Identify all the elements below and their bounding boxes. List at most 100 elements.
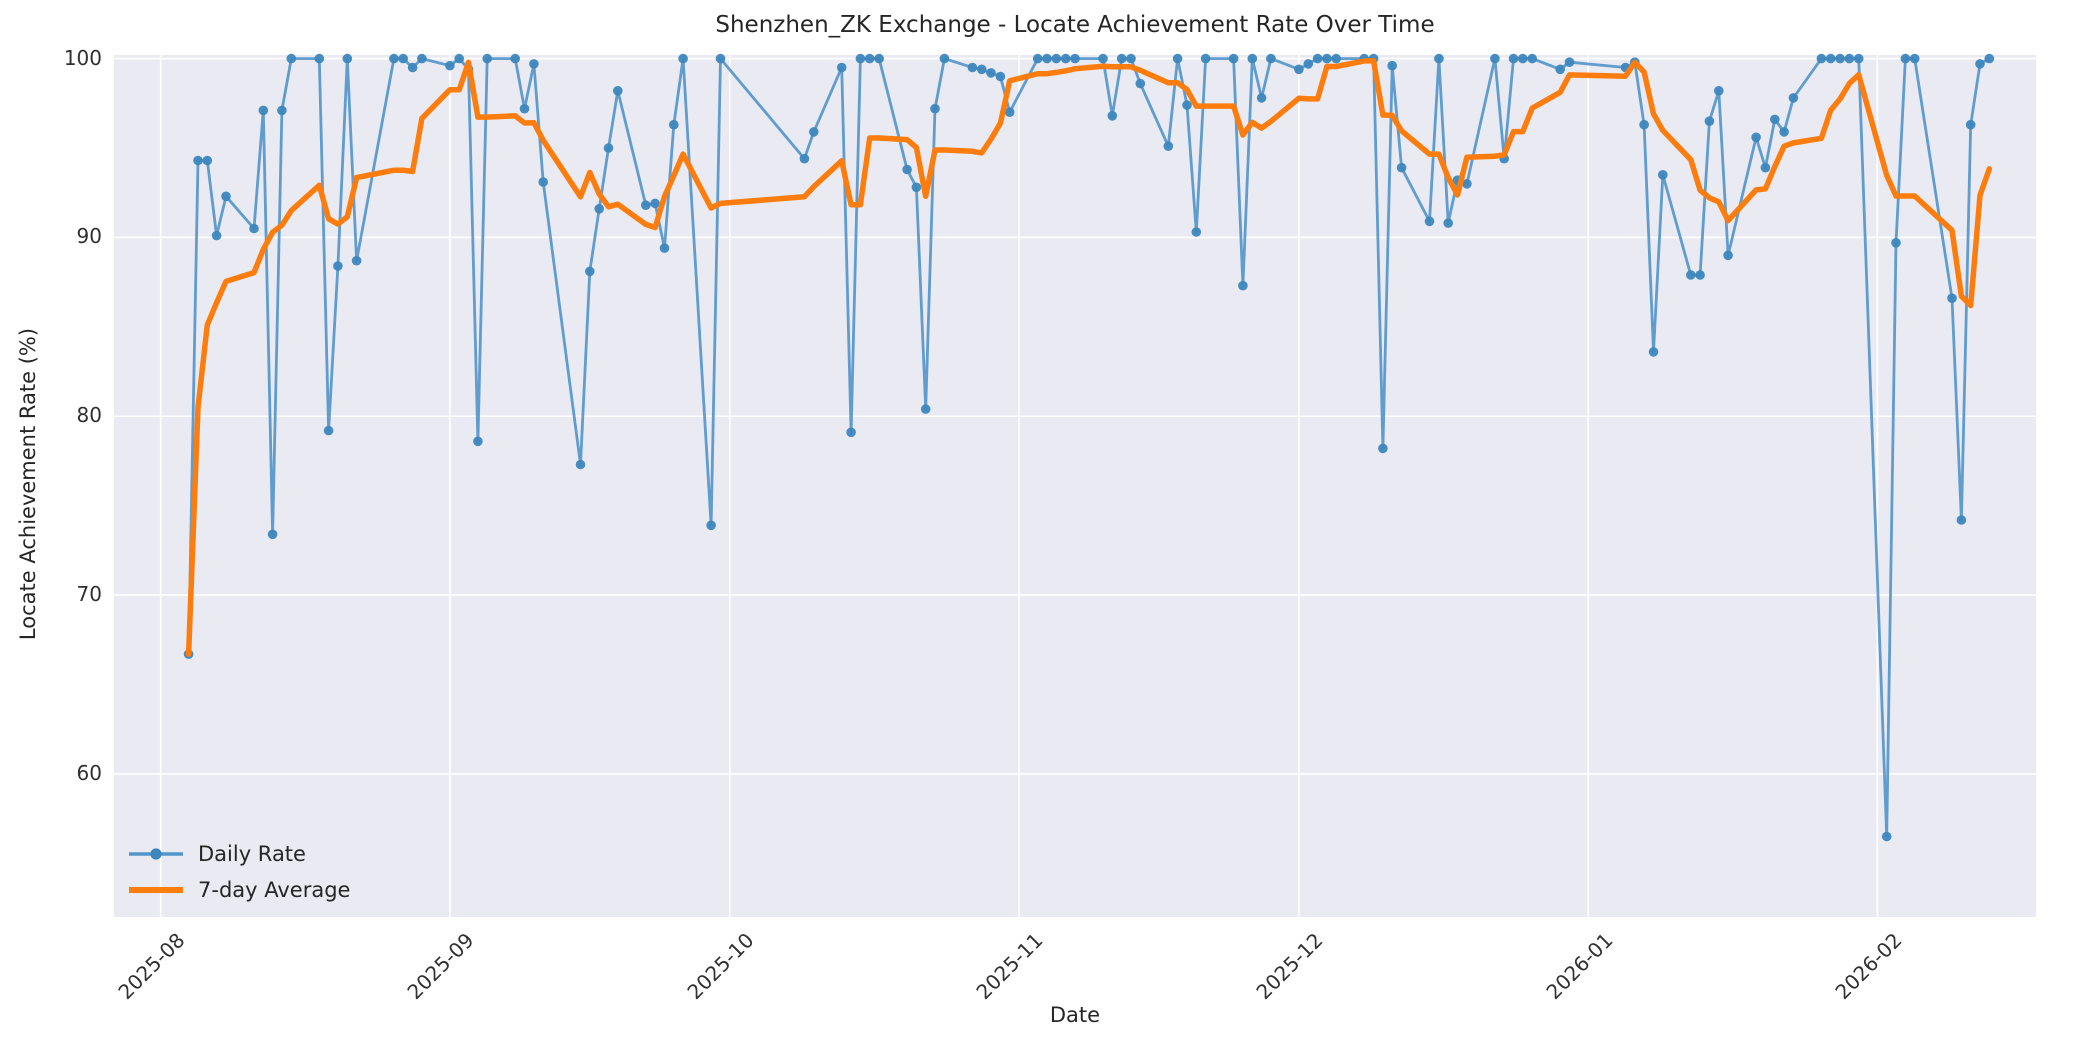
daily-rate-marker <box>1191 227 1202 237</box>
daily-rate-marker <box>473 436 483 447</box>
daily-rate-marker <box>613 86 623 96</box>
daily-rate-marker <box>799 153 810 164</box>
daily-rate-marker <box>1331 53 1341 64</box>
daily-rate-marker <box>1294 64 1304 75</box>
daily-rate-marker <box>407 62 418 73</box>
daily-rate-marker <box>1135 78 1146 89</box>
daily-rate-marker <box>1228 53 1239 64</box>
axes-background <box>114 55 2036 917</box>
daily-rate-marker <box>1490 53 1500 64</box>
daily-rate-marker <box>930 103 940 114</box>
daily-rate-marker <box>1648 347 1659 357</box>
y-tick-label: 90 <box>76 224 102 249</box>
daily-rate-marker <box>1378 443 1388 454</box>
daily-rate-marker <box>976 64 987 75</box>
daily-rate-marker <box>594 204 604 214</box>
daily-rate-marker <box>258 105 269 116</box>
daily-rate-marker <box>650 198 660 209</box>
daily-rate-marker <box>836 62 847 73</box>
daily-rate-marker <box>1975 59 1985 69</box>
daily-rate-marker <box>575 459 586 470</box>
daily-rate-marker <box>193 155 203 166</box>
daily-rate-marker <box>1387 60 1397 71</box>
daily-rate-marker <box>678 53 688 64</box>
daily-rate-marker <box>1891 238 1901 248</box>
daily-rate-marker <box>1303 59 1314 69</box>
daily-rate-marker <box>986 68 996 78</box>
daily-rate-marker <box>1639 119 1649 130</box>
daily-rate-marker <box>1266 53 1276 64</box>
daily-rate-marker <box>1060 53 1071 64</box>
daily-rate-line-icon <box>129 848 183 860</box>
daily-rate-marker <box>659 243 670 253</box>
daily-rate-marker <box>445 60 455 71</box>
y-tick-label: 60 <box>76 760 102 785</box>
daily-rate-marker <box>202 155 213 166</box>
daily-rate-marker <box>519 103 530 114</box>
daily-rate-marker <box>1984 53 1995 64</box>
daily-rate-marker <box>342 53 353 64</box>
daily-rate-marker <box>1770 114 1780 125</box>
daily-rate-marker <box>911 182 922 193</box>
daily-rate-marker <box>286 53 297 64</box>
y-tick-label: 80 <box>76 403 102 428</box>
daily-rate-marker <box>967 62 978 73</box>
daily-rate-marker <box>529 59 539 69</box>
daily-rate-marker <box>1900 53 1911 64</box>
daily-rate-marker <box>855 53 866 64</box>
daily-rate-marker <box>1508 53 1519 64</box>
daily-rate-marker <box>1956 515 1967 525</box>
chart-title: Shenzhen_ZK Exchange - Locate Achievemen… <box>715 12 1435 38</box>
daily-rate-marker <box>267 529 278 540</box>
legend-label-7day-average: 7-day Average <box>198 878 351 902</box>
daily-rate-marker <box>1853 53 1864 64</box>
daily-rate-marker <box>1816 53 1827 64</box>
daily-rate-line <box>187 57 1990 838</box>
daily-rate-marker <box>920 404 931 414</box>
daily-rate-marker <box>314 53 325 64</box>
average-line-icon <box>129 887 183 893</box>
daily-rate-marker <box>1527 53 1537 64</box>
daily-rate-marker <box>211 230 222 241</box>
legend: Daily Rate 7-day Average <box>128 836 350 908</box>
legend-item-7day-average: 7-day Average <box>128 872 350 908</box>
daily-rate-marker <box>1434 53 1444 64</box>
daily-rate-marker <box>1779 127 1789 137</box>
daily-rate-marker <box>603 143 614 153</box>
daily-rate-marker <box>1658 170 1668 180</box>
daily-rate-marker <box>846 427 856 438</box>
daily-rate-marker <box>1695 270 1705 280</box>
daily-rate-marker <box>1256 93 1267 103</box>
daily-rate-marker <box>1200 53 1211 64</box>
daily-rate-marker <box>669 119 679 130</box>
daily-rate-marker <box>1163 141 1174 151</box>
daily-rate-marker <box>809 127 819 137</box>
daily-rate-marker <box>1686 270 1696 280</box>
daily-rate-marker <box>902 164 912 175</box>
daily-rate-marker <box>715 53 726 64</box>
daily-rate-marker <box>389 53 399 64</box>
daily-rate-marker <box>249 223 259 234</box>
legend-item-daily-rate: Daily Rate <box>128 836 350 872</box>
daily-rate-marker <box>538 177 548 187</box>
daily-rate-marker <box>864 53 875 64</box>
daily-rate-marker <box>454 53 465 64</box>
daily-rate-marker <box>995 71 1006 82</box>
daily-rate-marker <box>1751 132 1761 143</box>
daily-rate-marker <box>333 261 343 271</box>
daily-rate-marker <box>1032 53 1043 64</box>
daily-rate-marker <box>1704 116 1715 126</box>
daily-rate-marker <box>1881 831 1892 842</box>
daily-rate-marker <box>1564 57 1575 67</box>
daily-rate-marker <box>1424 216 1435 227</box>
daily-rate-marker <box>1238 280 1248 291</box>
daily-rate-marker <box>874 53 884 64</box>
daily-rate-marker <box>1116 53 1127 64</box>
daily-rate-marker <box>417 53 427 64</box>
daily-rate-marker <box>510 53 520 64</box>
daily-rate-marker <box>1835 53 1845 64</box>
legend-label-daily-rate: Daily Rate <box>198 842 306 866</box>
daily-rate-marker <box>706 520 716 531</box>
